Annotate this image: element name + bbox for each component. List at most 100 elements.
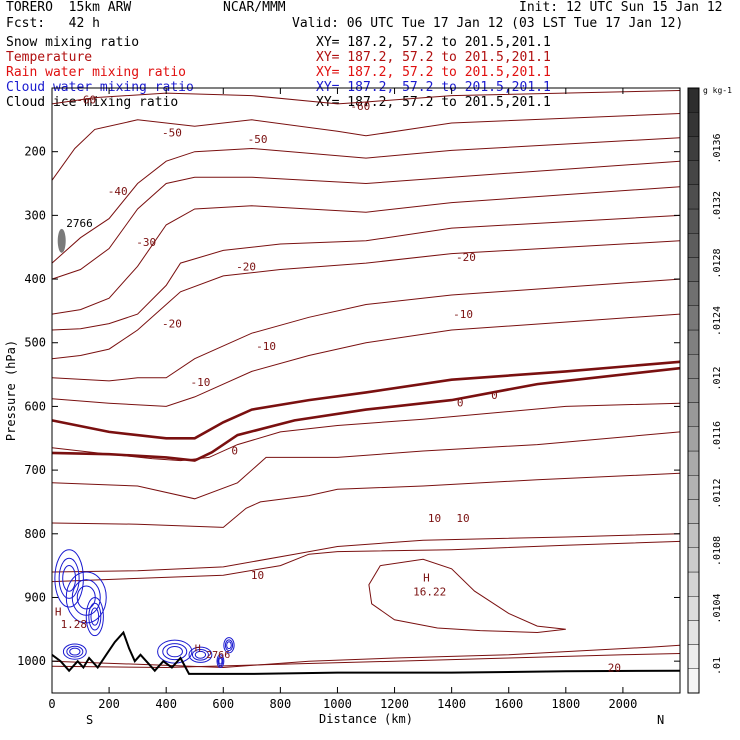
cloud-water-contour — [217, 656, 224, 667]
init-time: Init: 12 UTC Sun 15 Jan 12 — [519, 0, 723, 15]
temperature-maximum-contour — [368, 558, 566, 634]
colorbar-cell — [687, 281, 700, 307]
temperature-label: -50 — [162, 127, 182, 140]
cloud-water-contour — [85, 596, 104, 637]
colorbar-cell — [687, 450, 700, 476]
colorbar-cell — [687, 499, 700, 524]
temperature-contour-20 — [51, 653, 681, 669]
cloud-water-contour — [223, 637, 235, 654]
colorbar-tick-label: .0112 — [712, 478, 723, 508]
temperature-contour--10 — [51, 240, 681, 360]
colorbar-cell — [687, 644, 700, 669]
legend-xy-range: XY= 187.2, 57.2 to 201.5,201.1 — [316, 65, 551, 80]
y-tick-label: 400 — [24, 272, 46, 286]
y-tick-label: 300 — [24, 208, 46, 222]
temperature-label: -60 — [76, 93, 96, 106]
temperature-contour--10 — [51, 278, 681, 382]
north-label: N — [657, 713, 664, 727]
legend-xy-range: XY= 187.2, 57.2 to 201.5,201.1 — [316, 95, 551, 110]
left-annotation: H — [55, 605, 62, 618]
x-tick-label: 1600 — [494, 697, 523, 711]
colorbar: g kg-1 .01 .0104 .0108 .0112 .0116 .012 .0124 .0… — [687, 86, 732, 694]
colorbar-frame — [687, 87, 700, 694]
south-label: S — [86, 713, 93, 727]
temperature-label: 0 — [231, 444, 238, 457]
cloud-water-contour — [69, 647, 81, 656]
colorbar-tick-label: .0136 — [712, 133, 723, 163]
left-annotation: 2766 — [66, 217, 93, 230]
colorbar-tick-label: .0104 — [712, 593, 723, 623]
colorbar-cell — [687, 668, 700, 694]
y-tick-label: 200 — [24, 145, 46, 159]
temperature-label: -10 — [256, 340, 276, 353]
left-annotation: 1.28 — [61, 618, 88, 631]
legend-xy-range: XY= 187.2, 57.2 to 201.5,201.1 — [316, 50, 551, 65]
cloud-water-contour — [226, 641, 232, 650]
max-marker: H — [423, 572, 430, 585]
cloud-water-contour — [54, 549, 84, 608]
max-value-label: 16.22 — [413, 586, 446, 599]
temperature-label: -20 — [236, 260, 256, 273]
colorbar-cell — [687, 136, 700, 161]
cloud-water-contour — [88, 602, 102, 631]
x-tick-label: 1200 — [380, 697, 409, 711]
temperature-contour-0 — [51, 402, 681, 462]
x-axis-label: Distance (km) — [319, 712, 413, 726]
temperature-label: -60 — [350, 100, 370, 113]
bottom-annotation: H — [195, 644, 201, 655]
temperature-contour--10 — [51, 472, 681, 528]
center-title: NCAR/MMM — [223, 0, 286, 15]
y-tick-label: 600 — [24, 399, 46, 413]
legend-label: Rain water mixing ratio — [6, 65, 187, 80]
cloud-water-contour — [62, 643, 87, 660]
colorbar-cell — [687, 208, 700, 234]
temperature-contour-0 — [51, 360, 681, 440]
x-tick-label: 200 — [98, 697, 120, 711]
colorbar-cell — [687, 547, 700, 573]
x-tick-label: 800 — [270, 697, 292, 711]
temperature-contour-0 — [51, 366, 681, 462]
temperature-label: -50 — [248, 133, 268, 146]
colorbar-cell — [687, 475, 700, 500]
valid-time: Valid: 06 UTC Tue 17 Jan 12 (03 LST Tue … — [292, 16, 684, 31]
plot-frame — [51, 87, 681, 694]
colorbar-cell — [687, 426, 700, 452]
temperature-label: -30 — [136, 236, 156, 249]
temperature-label: 10 — [428, 512, 441, 525]
cloud-water-contour — [62, 564, 77, 592]
cloud-water-contour — [194, 650, 207, 659]
cloud-water-contour — [216, 654, 225, 669]
temperature-contours — [51, 90, 681, 669]
colorbar-cell — [687, 305, 700, 331]
x-tick-label: 2000 — [608, 697, 637, 711]
colorbar-cell — [687, 257, 700, 282]
temperature-contour-10 — [51, 533, 681, 573]
cloud-water-contour — [191, 648, 209, 661]
legend-label: Snow mixing ratio — [6, 35, 140, 50]
y-tick-label: 500 — [24, 336, 46, 350]
forecast-hour: Fcst: 42 h — [6, 16, 100, 31]
cloud-water-contour — [90, 607, 100, 626]
x-tick-label: 400 — [155, 697, 177, 711]
temperature-label: 0 — [457, 397, 464, 410]
x-tick-label: 1000 — [323, 697, 352, 711]
legend-label: Temperature — [6, 50, 93, 65]
colorbar-cell — [687, 329, 700, 355]
contour-labels: -60 -60 -50 -50 -40 -30 -20 -20 -20 -10 -10 -10 0 0 0 1… — [55, 93, 621, 674]
temperature-label: 10 — [456, 512, 469, 525]
terrain-profile — [51, 630, 681, 675]
cloud-water-contour — [166, 645, 183, 658]
colorbar-cell — [687, 402, 700, 428]
temperature-label: -20 — [456, 251, 476, 264]
colorbar-cell — [687, 620, 700, 645]
cloud-water-contour — [188, 646, 213, 663]
cloud-water-contour — [162, 643, 188, 661]
temperature-label: -20 — [162, 318, 182, 331]
colorbar-tick-label: .0124 — [712, 306, 723, 336]
cloud-water-contour — [224, 639, 234, 652]
y-tick-label: 700 — [24, 463, 46, 477]
bottom-annotation: 2766 — [206, 650, 230, 661]
y-axis-label: Pressure (hPa) — [4, 340, 18, 441]
temperature-contour--20 — [51, 186, 681, 315]
